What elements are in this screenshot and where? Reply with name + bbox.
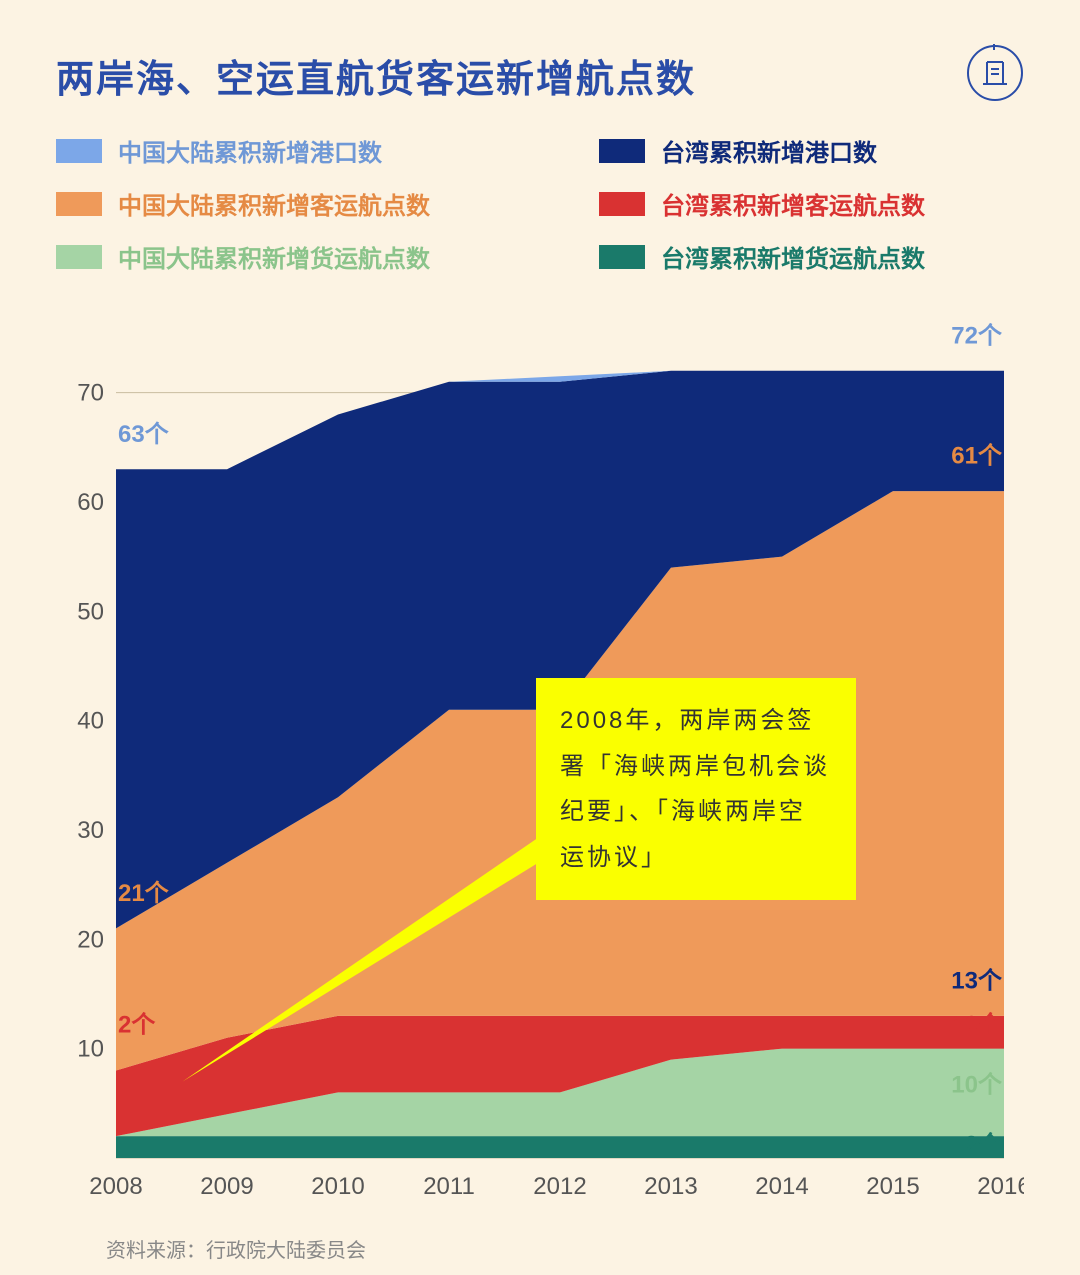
x-axis-label: 2013 <box>644 1173 697 1200</box>
legend-swatch <box>599 245 645 269</box>
data-label: 61个 <box>951 443 1003 470</box>
legend-item: 台湾累积新增客运航点数 <box>599 186 1024 221</box>
x-axis-label: 2014 <box>755 1173 808 1200</box>
chart-title: 两岸海、空运直航货客运新增航点数 <box>56 48 1024 103</box>
data-label: 13个 <box>951 968 1003 995</box>
x-axis-label: 2011 <box>423 1173 475 1200</box>
data-label: 21个 <box>118 880 170 907</box>
svg-text:70: 70 <box>77 380 104 407</box>
x-axis-label: 2016 <box>977 1173 1024 1200</box>
legend-swatch <box>56 245 102 269</box>
data-label: 10个 <box>951 1071 1003 1098</box>
legend-label: 中国大陆累积新增港口数 <box>118 133 382 168</box>
svg-text:50: 50 <box>77 598 104 625</box>
svg-text:40: 40 <box>77 708 104 735</box>
x-axis-label: 2012 <box>533 1173 586 1200</box>
legend-item: 台湾累积新增货运航点数 <box>599 239 1024 274</box>
area-taiwan-cargo <box>116 1136 1004 1158</box>
annotation-callout: 2008年，两岸两会签署「海峡两岸包机会谈纪要」、「海峡两岸空运协议」 <box>536 678 856 900</box>
legend-label: 中国大陆累积新增货运航点数 <box>118 239 430 274</box>
svg-text:10: 10 <box>77 1036 104 1063</box>
legend-item: 中国大陆累积新增货运航点数 <box>56 239 529 274</box>
x-axis-label: 2010 <box>311 1173 364 1200</box>
legend-swatch <box>599 192 645 216</box>
data-label: 2个 <box>118 1011 156 1038</box>
legend-swatch <box>56 192 102 216</box>
legend-label: 台湾累积新增港口数 <box>661 133 877 168</box>
chart: 10 20 30 40 50 60 70 2008 2009 2010 2011 2012 2013 20… <box>56 298 1024 1218</box>
x-axis-label: 2015 <box>866 1173 919 1200</box>
legend-swatch <box>56 139 102 163</box>
legend-label: 台湾累积新增货运航点数 <box>661 239 925 274</box>
data-label: 72个 <box>951 322 1003 349</box>
x-axis-label: 2008 <box>89 1173 142 1200</box>
legend-swatch <box>599 139 645 163</box>
legend-item: 中国大陆累积新增港口数 <box>56 133 529 168</box>
source-attribution: 资料来源：行政院大陆委员会 <box>106 1234 1024 1263</box>
legend: 中国大陆累积新增港口数 台湾累积新增港口数中国大陆累积新增客运航点数 台湾累积新增客… <box>56 133 1024 274</box>
svg-text:30: 30 <box>77 817 104 844</box>
legend-label: 台湾累积新增客运航点数 <box>661 186 925 221</box>
legend-label: 中国大陆累积新增客运航点数 <box>118 186 430 221</box>
data-label: 63个 <box>118 421 170 448</box>
svg-text:20: 20 <box>77 926 104 953</box>
svg-text:60: 60 <box>77 489 104 516</box>
x-axis-label: 2009 <box>200 1173 253 1200</box>
logo-icon <box>966 44 1024 102</box>
legend-item: 中国大陆累积新增客运航点数 <box>56 186 529 221</box>
data-label: 10个 <box>951 1011 1003 1038</box>
data-label: 2个 <box>965 1132 1003 1159</box>
legend-item: 台湾累积新增港口数 <box>599 133 1024 168</box>
